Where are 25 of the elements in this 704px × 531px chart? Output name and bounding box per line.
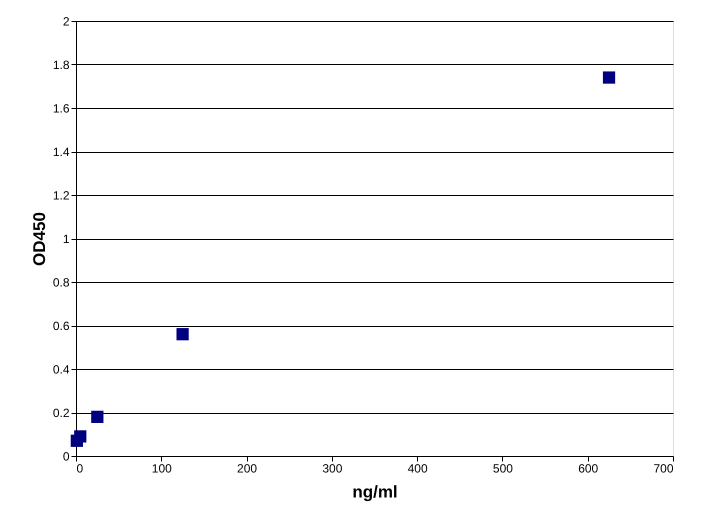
y-tick-label: 0.8: [52, 276, 70, 290]
y-axis-title: OD450: [30, 212, 49, 266]
y-tick-label: 0.6: [52, 319, 70, 333]
y-tick-label: 1: [62, 232, 70, 246]
y-tick-label: 0: [62, 450, 70, 464]
x-tick-label: 600: [578, 462, 599, 476]
x-tick-label: 300: [322, 462, 343, 476]
x-tick-label: 200: [237, 462, 258, 476]
y-tick-label: 0.4: [52, 362, 70, 376]
y-tick-label: 0.2: [52, 406, 70, 420]
y-tick-label: 2: [62, 14, 70, 28]
point: [176, 328, 189, 340]
x-axis-title: ng/ml: [352, 482, 398, 502]
y-tick-label: 1.6: [52, 102, 70, 116]
y-tick-label: 1.8: [52, 58, 70, 72]
y-tick-label: 1.2: [52, 188, 70, 202]
point: [602, 71, 616, 84]
x-tick-label: 100: [152, 462, 172, 476]
y-tick-label: 1.4: [52, 145, 70, 159]
point: [74, 430, 86, 443]
x-tick-label: 0: [76, 462, 84, 476]
point: [91, 410, 104, 423]
x-tick-label: 400: [408, 462, 428, 476]
x-tick-label: 700: [653, 462, 674, 476]
x-tick-label: 500: [492, 462, 514, 476]
